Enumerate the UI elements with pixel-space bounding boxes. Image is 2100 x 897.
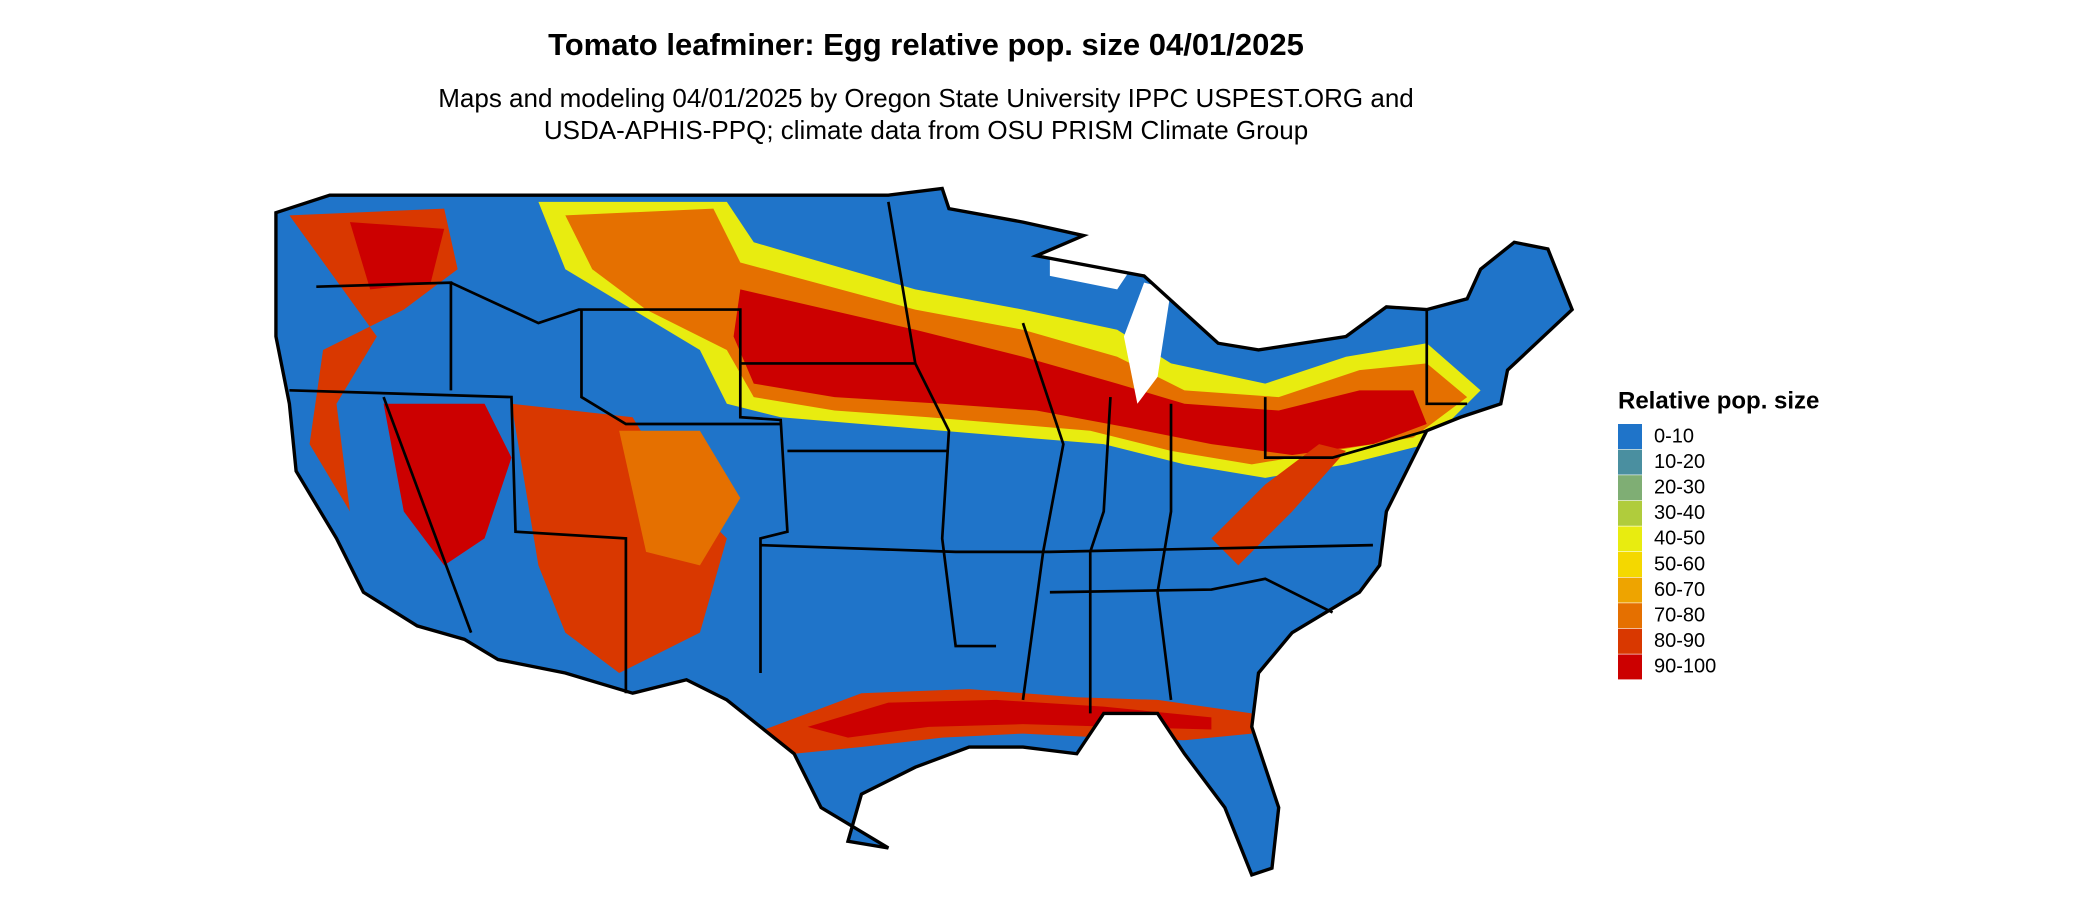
state-borders <box>289 201 1468 714</box>
legend-swatch <box>1618 628 1642 654</box>
map-subtitle: Maps and modeling 04/01/2025 by Oregon S… <box>438 83 1414 113</box>
legend-swatch <box>1618 424 1642 449</box>
legend-label: 40-50 <box>1654 528 1705 550</box>
legend-swatch <box>1618 654 1642 680</box>
legend: 0-10 10-20 20-30 30-40 40-50 50-60 60-70 70-80 8… <box>1618 424 1716 680</box>
legend-swatch <box>1618 449 1642 475</box>
legend-swatch <box>1618 603 1642 629</box>
legend-label: 30-40 <box>1654 502 1705 524</box>
legend-label: 20-30 <box>1654 476 1705 498</box>
legend-label: 80-90 <box>1654 630 1705 652</box>
legend-label: 10-20 <box>1654 451 1705 473</box>
legend-label: 90-100 <box>1654 656 1716 678</box>
legend-title: Relative pop. size <box>1618 387 1819 414</box>
map-subtitle: USDA-APHIS-PPQ; climate data from OSU PR… <box>544 115 1308 145</box>
legend-swatch <box>1618 552 1642 577</box>
legend-label: 60-70 <box>1654 579 1705 601</box>
legend-swatch <box>1618 475 1642 501</box>
us-map <box>274 186 1574 877</box>
legend-label: 0-10 <box>1654 425 1694 447</box>
map-title: Tomato leafminer: Egg relative pop. size… <box>548 27 1304 62</box>
legend-label: 50-60 <box>1654 553 1705 575</box>
legend-swatch <box>1618 577 1642 603</box>
legend-label: 70-80 <box>1654 604 1705 626</box>
legend-swatch <box>1618 526 1642 552</box>
legend-swatch <box>1618 500 1642 526</box>
map-fill <box>275 188 1573 875</box>
